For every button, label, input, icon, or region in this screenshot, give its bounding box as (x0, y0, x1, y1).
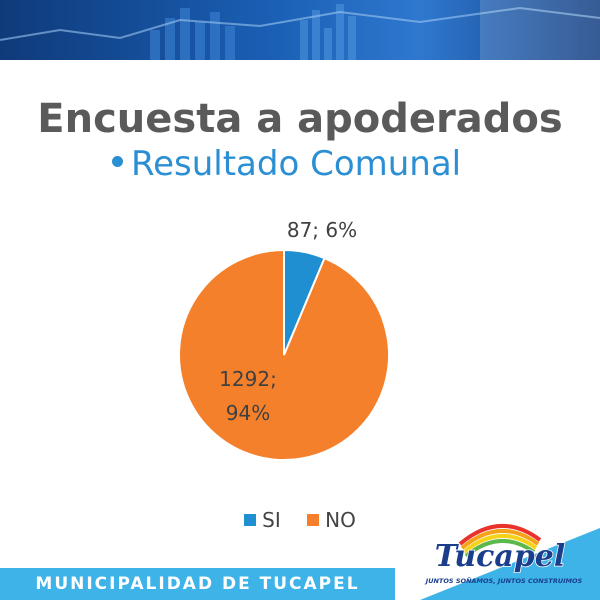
chart-legend: SI NO (0, 508, 600, 532)
subtitle-text: Resultado Comunal (131, 144, 462, 184)
legend-swatch-no (307, 513, 320, 526)
legend-label-si: SI (262, 508, 281, 532)
page-subtitle: Resultado Comunal (112, 144, 461, 184)
header-banner (0, 0, 600, 60)
logo-slogan: JUNTOS SOÑAMOS, JUNTOS CONSTRUIMOS (424, 576, 583, 585)
footer-text: MUNICIPALIDAD DE TUCAPEL (35, 574, 360, 594)
data-label-si: 87; 6% (287, 218, 357, 242)
footer-divider (395, 568, 399, 600)
pie-chart-svg: 87; 6% 1292; 94% (178, 218, 390, 461)
legend-item-no: NO (307, 508, 356, 532)
logo-name: Tucapel (435, 539, 566, 574)
legend-label-no: NO (325, 508, 356, 532)
banner-decor (0, 0, 600, 60)
legend-swatch-si (244, 513, 257, 526)
bullet-icon (112, 156, 123, 167)
data-label-no: 1292; 94% (219, 367, 277, 425)
tucapel-logo: Tucapel JUNTOS SOÑAMOS, JUNTOS CONSTRUIM… (400, 500, 600, 600)
pie-chart: 87; 6% 1292; 94% (0, 200, 600, 550)
footer-bar (0, 568, 395, 600)
legend-item-si: SI (244, 508, 281, 532)
page-title: Encuesta a apoderados (37, 96, 563, 142)
pie-slice-no (178, 248, 390, 461)
logo-svg: Tucapel JUNTOS SOÑAMOS, JUNTOS CONSTRUIM… (420, 524, 600, 600)
